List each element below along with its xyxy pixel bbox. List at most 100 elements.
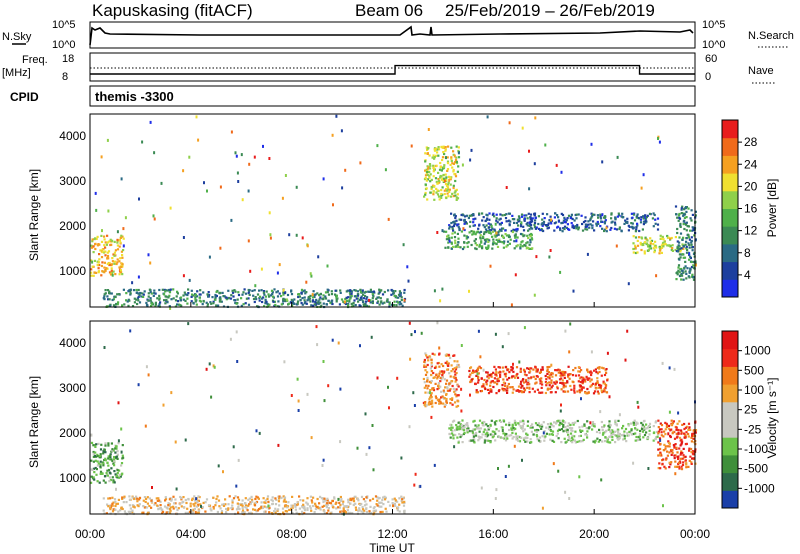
power-echo-cell <box>313 295 316 298</box>
power-echo-cell <box>678 271 681 274</box>
velocity-echo-cell <box>451 432 454 435</box>
velocity-echo-cell <box>662 435 665 438</box>
velocity-echo-cell <box>567 373 570 376</box>
power-echo-cell <box>522 225 525 228</box>
velocity-echo-cell <box>661 462 664 465</box>
velocity-echo-cell <box>507 382 510 386</box>
velocity-echo-cell <box>670 428 673 431</box>
velocity-echo-cell <box>315 506 318 509</box>
velocity-echo-cell <box>530 441 533 444</box>
velocity-echo-cell <box>294 504 297 507</box>
time-tick-label: 00:00 <box>680 527 710 541</box>
power-echo-cell <box>559 270 562 274</box>
velocity-echo-cell <box>310 509 313 512</box>
power-echo-cell <box>437 178 440 181</box>
velocity-echo-cell <box>677 465 680 468</box>
velocity-echo-cell <box>232 445 235 449</box>
velocity-echo-cell <box>426 376 429 379</box>
velocity-echo-cell <box>314 507 317 511</box>
power-echo-cell <box>230 294 233 297</box>
power-echo-cell <box>124 216 127 220</box>
velocity-echo-cell <box>360 510 363 513</box>
velocity-echo-cell <box>550 379 553 382</box>
power-echo-cell <box>105 267 108 270</box>
power-echo-cell <box>513 218 516 221</box>
power-echo-cell <box>478 243 481 246</box>
velocity-echo-cell <box>593 369 596 372</box>
velocity-echo-cell <box>115 447 118 450</box>
power-echo-cell <box>92 251 95 254</box>
power-echo-cell <box>103 251 106 254</box>
power-echo-cell <box>219 298 222 301</box>
velocity-echo-cell <box>381 510 384 513</box>
velocity-echo-cell <box>497 390 500 393</box>
power-echo-cell <box>449 163 452 166</box>
power-echo-cell <box>447 234 450 237</box>
velocity-echo-cell <box>567 435 570 438</box>
power-echo-cell <box>527 229 530 232</box>
velocity-echo-cell <box>694 431 697 434</box>
power-echo-cell <box>219 296 222 299</box>
velocity-echo-cell <box>441 374 444 377</box>
power-echo-cell <box>541 224 544 227</box>
velocity-echo-cell <box>284 510 287 513</box>
power-echo-cell <box>353 295 356 298</box>
power-echo-cell <box>446 183 449 186</box>
velocity-echo-cell <box>325 506 328 509</box>
velocity-echo-cell <box>512 428 516 432</box>
power-echo-cell <box>605 230 608 233</box>
velocity-echo-cell <box>90 481 93 484</box>
velocity-echo-cell <box>316 343 319 347</box>
power-echo-cell <box>234 151 237 155</box>
velocity-echo-cell <box>665 422 668 425</box>
power-echo-cell <box>566 223 569 226</box>
velocity-echo-cell <box>556 420 559 423</box>
velocity-echo-cell <box>544 435 547 438</box>
velocity-echo-cell <box>125 501 128 504</box>
velocity-echo-cell <box>247 498 250 501</box>
velocity-echo-cell <box>643 425 646 428</box>
velocity-echo-cell <box>459 423 462 426</box>
velocity-echo-cell <box>441 376 444 379</box>
power-echo-cell <box>691 246 694 249</box>
velocity-echo-cell <box>265 506 268 509</box>
velocity-echo-cell <box>656 435 659 438</box>
velocity-echo-cell <box>597 386 600 389</box>
power-echo-cell <box>447 175 451 178</box>
power-echo-cell <box>317 300 320 303</box>
power-echo-cell <box>618 226 621 229</box>
velocity-echo-cell <box>470 378 473 381</box>
velocity-echo-cell <box>486 375 489 378</box>
power-echo-cell <box>319 301 322 304</box>
velocity-echo-cell <box>648 429 651 432</box>
power-echo-cell <box>540 223 543 226</box>
power-echo-cell <box>642 223 645 226</box>
velocity-echo-cell <box>114 473 117 476</box>
velocity-echo-cell <box>559 409 562 413</box>
power-echo-cell <box>176 303 179 306</box>
velocity-echo-cell <box>657 419 660 422</box>
power-echo-cell <box>164 290 167 293</box>
velocity-echo-cell <box>398 497 401 500</box>
power-echo-cell <box>591 227 594 230</box>
velocity-echo-cell <box>102 464 105 467</box>
power-echo-cell <box>165 298 168 301</box>
power-echo-cell <box>362 303 365 306</box>
power-echo-cell <box>467 241 470 244</box>
velocity-echo-cell <box>136 500 139 503</box>
velocity-echo-cell <box>454 376 457 379</box>
power-echo-cell <box>266 302 269 306</box>
power-echo-cell <box>491 213 494 216</box>
velocity-echo-cell <box>572 369 575 372</box>
power-echo-cell <box>449 178 452 181</box>
power-echo-cell <box>98 258 101 261</box>
velocity-echo-cell <box>142 511 145 514</box>
velocity-echo-cell <box>590 371 593 374</box>
velocity-echo-cell <box>236 502 239 505</box>
power-echo-cell <box>287 302 290 305</box>
velocity-echo-cell <box>251 498 254 501</box>
velocity-echo-cell <box>667 432 670 436</box>
power-echo-cell <box>684 270 687 273</box>
velocity-echo-cell <box>525 432 528 435</box>
power-echo-cell <box>498 238 501 241</box>
